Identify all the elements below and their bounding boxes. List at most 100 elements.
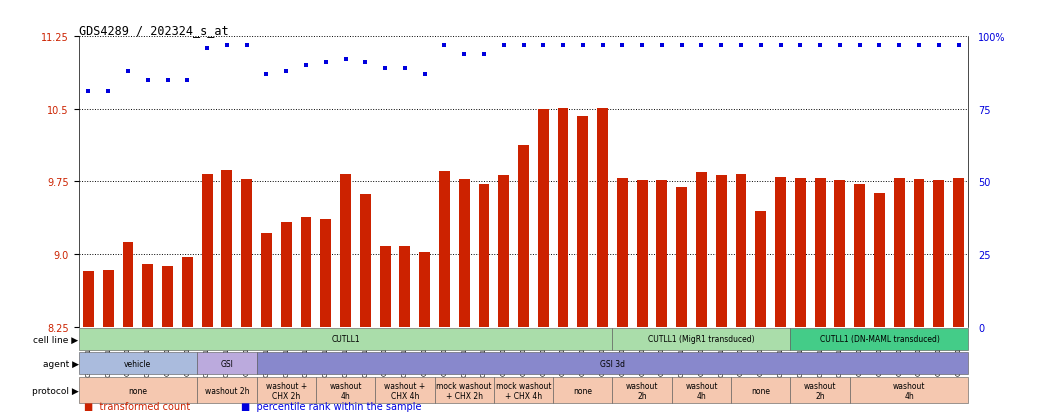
Point	[495, 43, 512, 49]
Bar	[221, 171, 232, 327]
Bar	[731, 377, 790, 403]
Bar	[790, 328, 968, 350]
Point	[673, 43, 690, 49]
Text: CUTLL1: CUTLL1	[331, 335, 360, 344]
Bar	[850, 377, 968, 403]
Bar	[834, 181, 845, 327]
Text: none: none	[129, 386, 148, 395]
Bar	[257, 353, 968, 375]
Bar	[815, 178, 826, 327]
Bar	[553, 377, 612, 403]
Point	[575, 43, 592, 49]
Text: agent ▶: agent ▶	[43, 359, 79, 368]
Point	[179, 77, 196, 84]
Point	[831, 43, 848, 49]
Bar	[716, 175, 727, 327]
Point	[911, 43, 928, 49]
Bar	[676, 188, 687, 327]
Bar	[696, 172, 707, 327]
Bar	[459, 179, 470, 327]
Bar	[340, 174, 351, 327]
Point	[258, 71, 274, 78]
Bar	[380, 247, 391, 327]
Point	[80, 89, 96, 95]
Point	[733, 43, 750, 49]
Bar	[933, 180, 944, 327]
Text: mock washout
+ CHX 2h: mock washout + CHX 2h	[437, 380, 492, 400]
Text: washout
4h: washout 4h	[685, 380, 718, 400]
Text: mock washout
+ CHX 4h: mock washout + CHX 4h	[495, 380, 552, 400]
Bar	[755, 212, 766, 327]
Text: washout
4h: washout 4h	[329, 380, 362, 400]
Bar	[612, 328, 790, 350]
Bar	[79, 328, 612, 350]
Bar	[790, 377, 850, 403]
Point	[851, 43, 868, 49]
Text: GSI 3d: GSI 3d	[600, 359, 625, 368]
Point	[633, 43, 650, 49]
Bar	[577, 116, 588, 327]
Bar	[103, 270, 114, 327]
Point	[595, 43, 611, 49]
Text: none: none	[752, 386, 771, 395]
Bar	[538, 109, 549, 327]
Text: ■  percentile rank within the sample: ■ percentile rank within the sample	[241, 401, 421, 411]
Bar	[617, 178, 628, 327]
Bar	[656, 180, 667, 327]
Text: GSI: GSI	[221, 359, 233, 368]
Point	[99, 89, 116, 95]
Point	[515, 43, 532, 49]
Bar	[518, 145, 529, 327]
Bar	[478, 185, 489, 327]
Point	[535, 43, 552, 49]
Point	[811, 43, 828, 49]
Point	[377, 66, 394, 72]
Bar	[894, 178, 905, 327]
Bar	[79, 353, 197, 375]
Bar	[597, 109, 608, 327]
Bar	[197, 377, 257, 403]
Bar	[281, 223, 292, 327]
Bar	[494, 377, 553, 403]
Text: washout 2h: washout 2h	[204, 386, 249, 395]
Point	[773, 43, 789, 49]
Point	[614, 43, 630, 49]
Bar	[854, 185, 865, 327]
Bar	[202, 174, 213, 327]
Text: washout
4h: washout 4h	[893, 380, 926, 400]
Bar	[241, 179, 252, 327]
Point	[397, 66, 414, 72]
Bar	[558, 109, 569, 327]
Text: washout
2h: washout 2h	[804, 380, 837, 400]
Bar	[320, 220, 331, 327]
Bar	[122, 243, 133, 327]
Point	[337, 57, 354, 64]
Bar	[736, 174, 747, 327]
Bar	[257, 377, 316, 403]
Text: GDS4289 / 202324_s_at: GDS4289 / 202324_s_at	[79, 24, 228, 37]
Bar	[261, 233, 272, 327]
Bar	[637, 181, 648, 327]
Point	[159, 77, 176, 84]
Bar	[498, 175, 509, 327]
Point	[951, 43, 967, 49]
Bar	[775, 177, 786, 327]
Bar	[439, 171, 450, 327]
Point	[239, 43, 255, 49]
Text: CUTLL1 (DN-MAML transduced): CUTLL1 (DN-MAML transduced)	[820, 335, 939, 344]
Bar	[672, 377, 731, 403]
Bar	[953, 178, 964, 327]
Text: cell line ▶: cell line ▶	[34, 335, 79, 344]
Point	[219, 43, 236, 49]
Bar	[914, 179, 925, 327]
Point	[555, 43, 572, 49]
Text: none: none	[574, 386, 593, 395]
Text: washout +
CHX 2h: washout + CHX 2h	[266, 380, 307, 400]
Point	[317, 60, 334, 66]
Bar	[197, 353, 257, 375]
Bar	[874, 194, 885, 327]
Point	[871, 43, 888, 49]
Text: vehicle: vehicle	[125, 359, 152, 368]
Point	[653, 43, 670, 49]
Point	[119, 69, 136, 75]
